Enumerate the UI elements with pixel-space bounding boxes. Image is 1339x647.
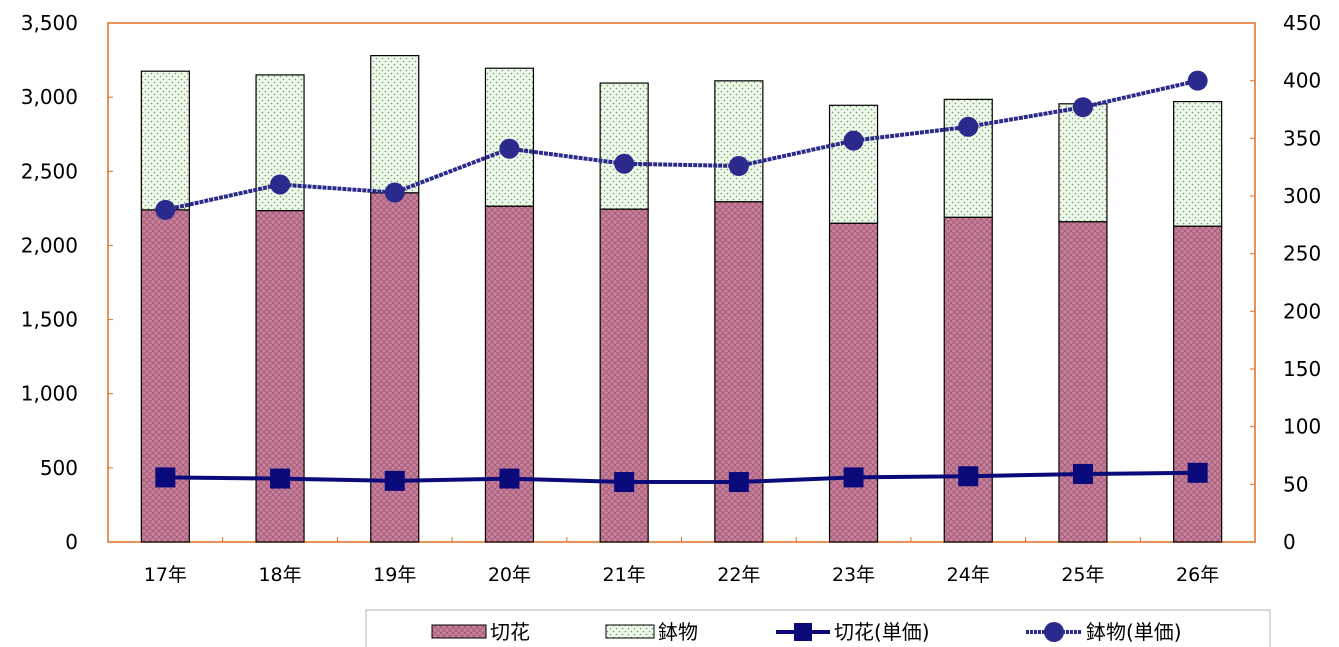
left-axis-tick-label: 3,000	[21, 85, 78, 109]
bar-cut-flowers	[828, 222, 879, 543]
x-axis-tick-label: 24年	[947, 564, 990, 586]
point-cut-flower-price	[728, 472, 749, 493]
legend-box	[365, 609, 1271, 647]
left-axis-tick-label: 1,000	[21, 382, 78, 406]
left-axis: 0 500 1,000 1,500 2,000 2,500 3,000 3,500	[21, 11, 113, 554]
right-axis-tick-label: 450	[1283, 11, 1321, 35]
right-axis-tick-label: 350	[1283, 126, 1321, 150]
bar-potted-plants	[714, 80, 764, 203]
x-axis-tick-label: 20年	[488, 564, 531, 586]
point-cut-flower-price	[270, 468, 291, 489]
x-axis: 17年 18年 19年 20年 21年 22年 23年 24年 25年 26年	[144, 537, 1219, 586]
point-potted-price	[958, 116, 979, 137]
point-cut-flower-price	[958, 466, 979, 487]
legend-label-cut-price: 切花(単価)	[834, 620, 930, 644]
x-axis-tick-label: 26年	[1176, 564, 1219, 586]
bar-cut-flowers	[943, 216, 993, 543]
x-axis-tick-label: 19年	[373, 564, 416, 586]
point-potted-price	[728, 156, 749, 177]
right-axis-tick-label: 150	[1283, 357, 1321, 381]
bar-cut-flowers	[599, 208, 649, 543]
legend: 切花 鉢物 切花(単価) 鉢物(単価)	[365, 609, 1271, 647]
right-axis-tick-label: 50	[1283, 472, 1308, 496]
point-potted-price	[155, 199, 176, 220]
right-axis-tick-label: 100	[1283, 415, 1321, 439]
point-cut-flower-price	[1187, 462, 1208, 483]
bar-potted-plants	[1173, 100, 1223, 227]
point-cut-flower-price	[384, 470, 405, 491]
bar-potted-plants	[1058, 103, 1108, 223]
point-potted-price	[1187, 70, 1208, 91]
point-cut-flower-price	[614, 472, 635, 493]
x-axis-tick-label: 18年	[258, 564, 301, 586]
left-axis-tick-label: 3,500	[21, 11, 78, 35]
bar-potted-plants	[370, 55, 420, 194]
legend-marker-square	[794, 623, 812, 641]
right-axis-tick-label: 0	[1283, 530, 1296, 554]
right-axis-tick-label: 250	[1283, 242, 1321, 266]
legend-swatch-pot	[605, 624, 655, 639]
x-axis-tick-label: 23年	[832, 564, 875, 586]
bar-cut-flowers	[1058, 221, 1108, 543]
bar-potted-plants	[599, 82, 649, 210]
point-cut-flower-price	[155, 467, 176, 488]
bar-potted-plants	[140, 70, 190, 211]
bar-cut-flowers	[140, 209, 190, 543]
point-potted-price	[499, 138, 520, 159]
point-potted-price	[1072, 97, 1093, 118]
right-axis-tick-label: 300	[1283, 184, 1321, 208]
left-axis-tick-label: 2,500	[21, 159, 78, 183]
legend-label-cut: 切花	[490, 620, 530, 644]
right-axis-tick-label: 200	[1283, 299, 1321, 323]
point-cut-flower-price	[843, 467, 864, 488]
x-axis-tick-label: 17年	[144, 564, 187, 586]
point-potted-price	[843, 130, 864, 151]
point-potted-price	[270, 174, 291, 195]
point-potted-price	[614, 153, 635, 174]
bar-cut-flowers	[1173, 225, 1223, 543]
line-potted-price	[164, 78, 1199, 212]
legend-label-pot-price: 鉢物(単価)	[1086, 620, 1182, 644]
x-axis-tick-label: 25年	[1061, 564, 1104, 586]
legend-label-pot: 鉢物	[658, 620, 698, 644]
left-axis-tick-label: 0	[65, 530, 78, 554]
bar-cut-flowers	[484, 205, 535, 543]
right-axis-tick-label: 400	[1283, 69, 1321, 93]
legend-swatch-cut	[431, 624, 487, 639]
x-axis-tick-label: 21年	[603, 564, 646, 586]
line-cut-flower-price	[165, 470, 1198, 485]
point-cut-flower-price	[1072, 463, 1093, 484]
right-axis: 0 50 100 150 200 250 300 350 400 450	[1250, 11, 1321, 554]
legend-marker-circle	[1044, 622, 1064, 642]
left-axis-tick-label: 500	[40, 456, 78, 480]
left-axis-tick-label: 1,500	[21, 308, 78, 332]
left-axis-tick-label: 2,000	[21, 233, 78, 257]
lines	[155, 70, 1208, 493]
point-potted-price	[384, 182, 405, 203]
bar-potted-plants	[484, 67, 535, 207]
bar-potted-plants	[828, 104, 879, 224]
bar-cut-flowers	[255, 209, 305, 543]
x-axis-tick-label: 22年	[717, 564, 760, 586]
point-cut-flower-price	[499, 468, 520, 489]
